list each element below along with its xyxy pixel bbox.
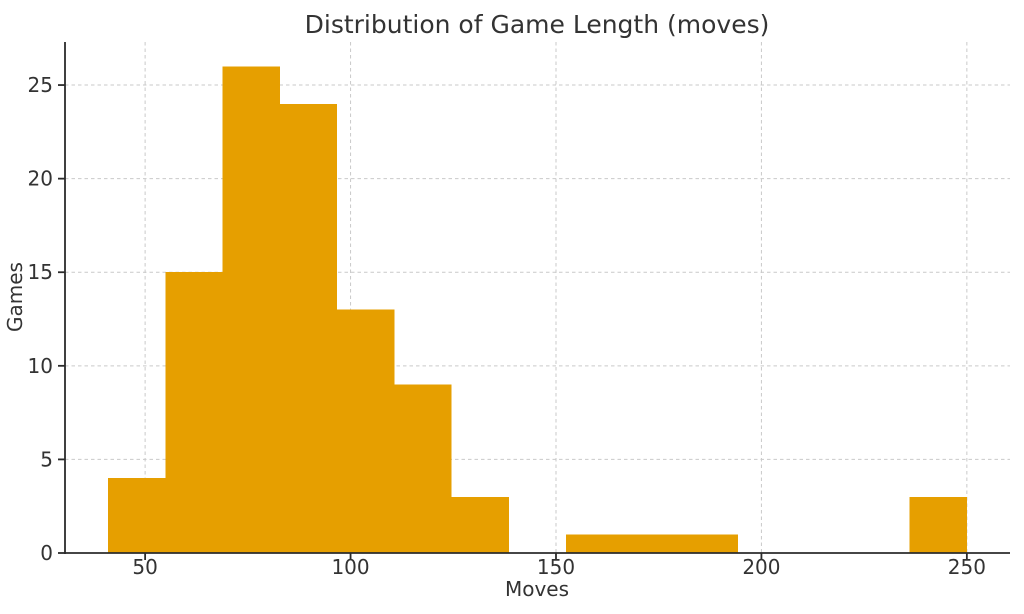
x-tick-label: 50 xyxy=(132,555,157,579)
histogram-bar xyxy=(337,309,395,553)
y-tick-label: 10 xyxy=(28,354,53,378)
chart-title: Distribution of Game Length (moves) xyxy=(305,10,770,39)
histogram-bar xyxy=(451,496,509,553)
histogram-bar xyxy=(108,478,166,553)
x-tick-label: 200 xyxy=(742,555,780,579)
axes xyxy=(64,42,1010,554)
y-tick-label: 25 xyxy=(28,73,53,97)
histogram-bar xyxy=(680,534,738,553)
histogram-bar xyxy=(222,66,280,553)
x-axis-label: Moves xyxy=(505,577,569,601)
tick-marks xyxy=(58,84,968,560)
histogram-bars xyxy=(108,66,967,554)
tick-labels: 50 100 150 200 250 0 5 10 15 20 25 xyxy=(28,73,986,579)
histogram-bar xyxy=(394,384,452,553)
y-tick-label: 20 xyxy=(28,167,53,191)
histogram-bar xyxy=(566,534,624,553)
y-tick-label: 0 xyxy=(40,541,53,565)
histogram-bar xyxy=(623,534,681,553)
x-tick-label: 150 xyxy=(537,555,575,579)
x-tick-label: 250 xyxy=(948,555,986,579)
x-tick-label: 100 xyxy=(331,555,369,579)
y-axis-label: Games xyxy=(3,262,27,332)
histogram-bar xyxy=(909,496,967,553)
histogram-bar xyxy=(279,103,338,554)
histogram-bar xyxy=(165,272,223,553)
y-tick-label: 5 xyxy=(40,447,53,471)
y-tick-label: 15 xyxy=(28,260,53,284)
